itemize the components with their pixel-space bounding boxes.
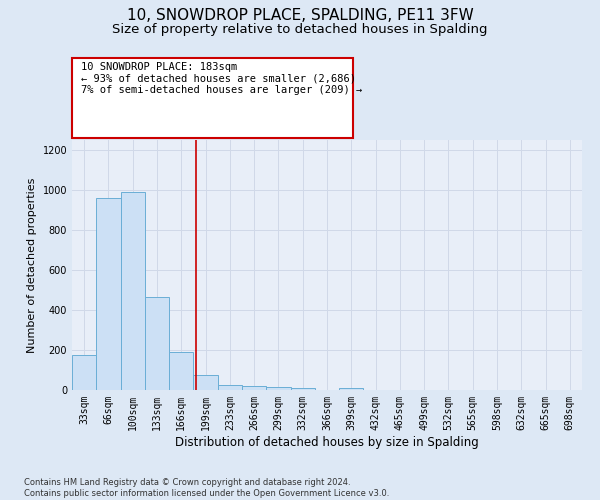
Text: Size of property relative to detached houses in Spalding: Size of property relative to detached ho… — [112, 22, 488, 36]
Bar — [339, 388, 364, 390]
Y-axis label: Number of detached properties: Number of detached properties — [27, 178, 37, 352]
Bar — [145, 297, 169, 390]
Bar — [169, 352, 193, 390]
Bar — [290, 388, 315, 390]
Bar — [193, 375, 218, 390]
Text: 10 SNOWDROP PLACE: 183sqm
← 93% of detached houses are smaller (2,686)
7% of sem: 10 SNOWDROP PLACE: 183sqm ← 93% of detac… — [81, 62, 362, 94]
Bar — [121, 192, 145, 390]
X-axis label: Distribution of detached houses by size in Spalding: Distribution of detached houses by size … — [175, 436, 479, 448]
Bar — [72, 355, 96, 390]
Bar — [218, 385, 242, 390]
Bar — [242, 386, 266, 390]
Text: 10, SNOWDROP PLACE, SPALDING, PE11 3FW: 10, SNOWDROP PLACE, SPALDING, PE11 3FW — [127, 8, 473, 22]
Bar — [266, 387, 290, 390]
Text: Contains HM Land Registry data © Crown copyright and database right 2024.
Contai: Contains HM Land Registry data © Crown c… — [24, 478, 389, 498]
Bar — [96, 198, 121, 390]
